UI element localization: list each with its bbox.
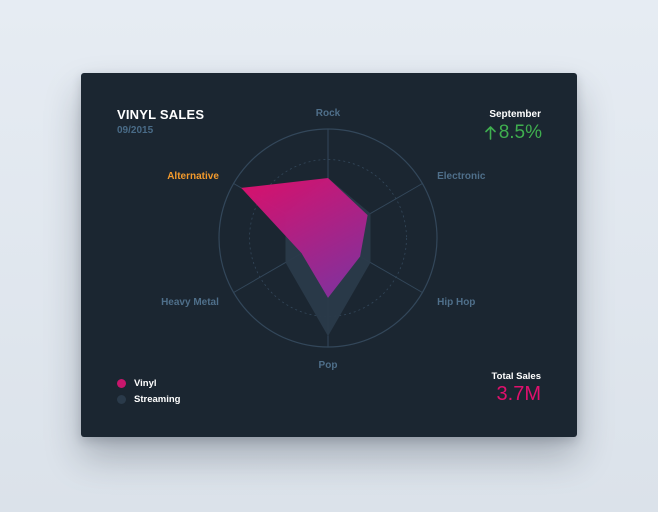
change-value: 8.5% (498, 122, 542, 143)
legend-swatch-vinyl (117, 378, 126, 388)
total-sales-label: Total Sales (491, 371, 541, 382)
axis-label-heavy-metal: Heavy Metal (161, 297, 219, 308)
legend-swatch-streaming (117, 394, 126, 404)
series-area-vinyl (241, 178, 368, 298)
month-label: September (489, 109, 541, 120)
legend: Vinyl Streaming (117, 375, 180, 407)
legend-item-streaming[interactable]: Streaming (117, 391, 180, 407)
legend-label-streaming: Streaming (134, 393, 181, 405)
axis-label-alternative: Alternative (167, 171, 219, 182)
chart-date: 09/2015 (117, 125, 154, 136)
legend-item-vinyl[interactable]: Vinyl (117, 375, 180, 391)
total-sales-value: 3.7M (496, 383, 541, 405)
axis-label-pop: Pop (319, 360, 338, 371)
radar-chart: Rock Electronic Hip Hop Pop Heavy Metal Alter… (161, 108, 486, 371)
legend-label-vinyl: Vinyl (134, 377, 157, 389)
grid-ring (249, 159, 407, 317)
axis-label-hip-hop: Hip Hop (437, 297, 475, 308)
chart-title: VINYL SALES (117, 107, 205, 122)
change-stat: 8.5% (484, 122, 542, 144)
axis-label-rock: Rock (316, 108, 341, 119)
arrow-up-icon (484, 126, 496, 140)
chart-card: VINYL SALES 09/2015 September 8.5% Rock E… (81, 73, 577, 437)
axis-label-electronic: Electronic (437, 171, 486, 182)
